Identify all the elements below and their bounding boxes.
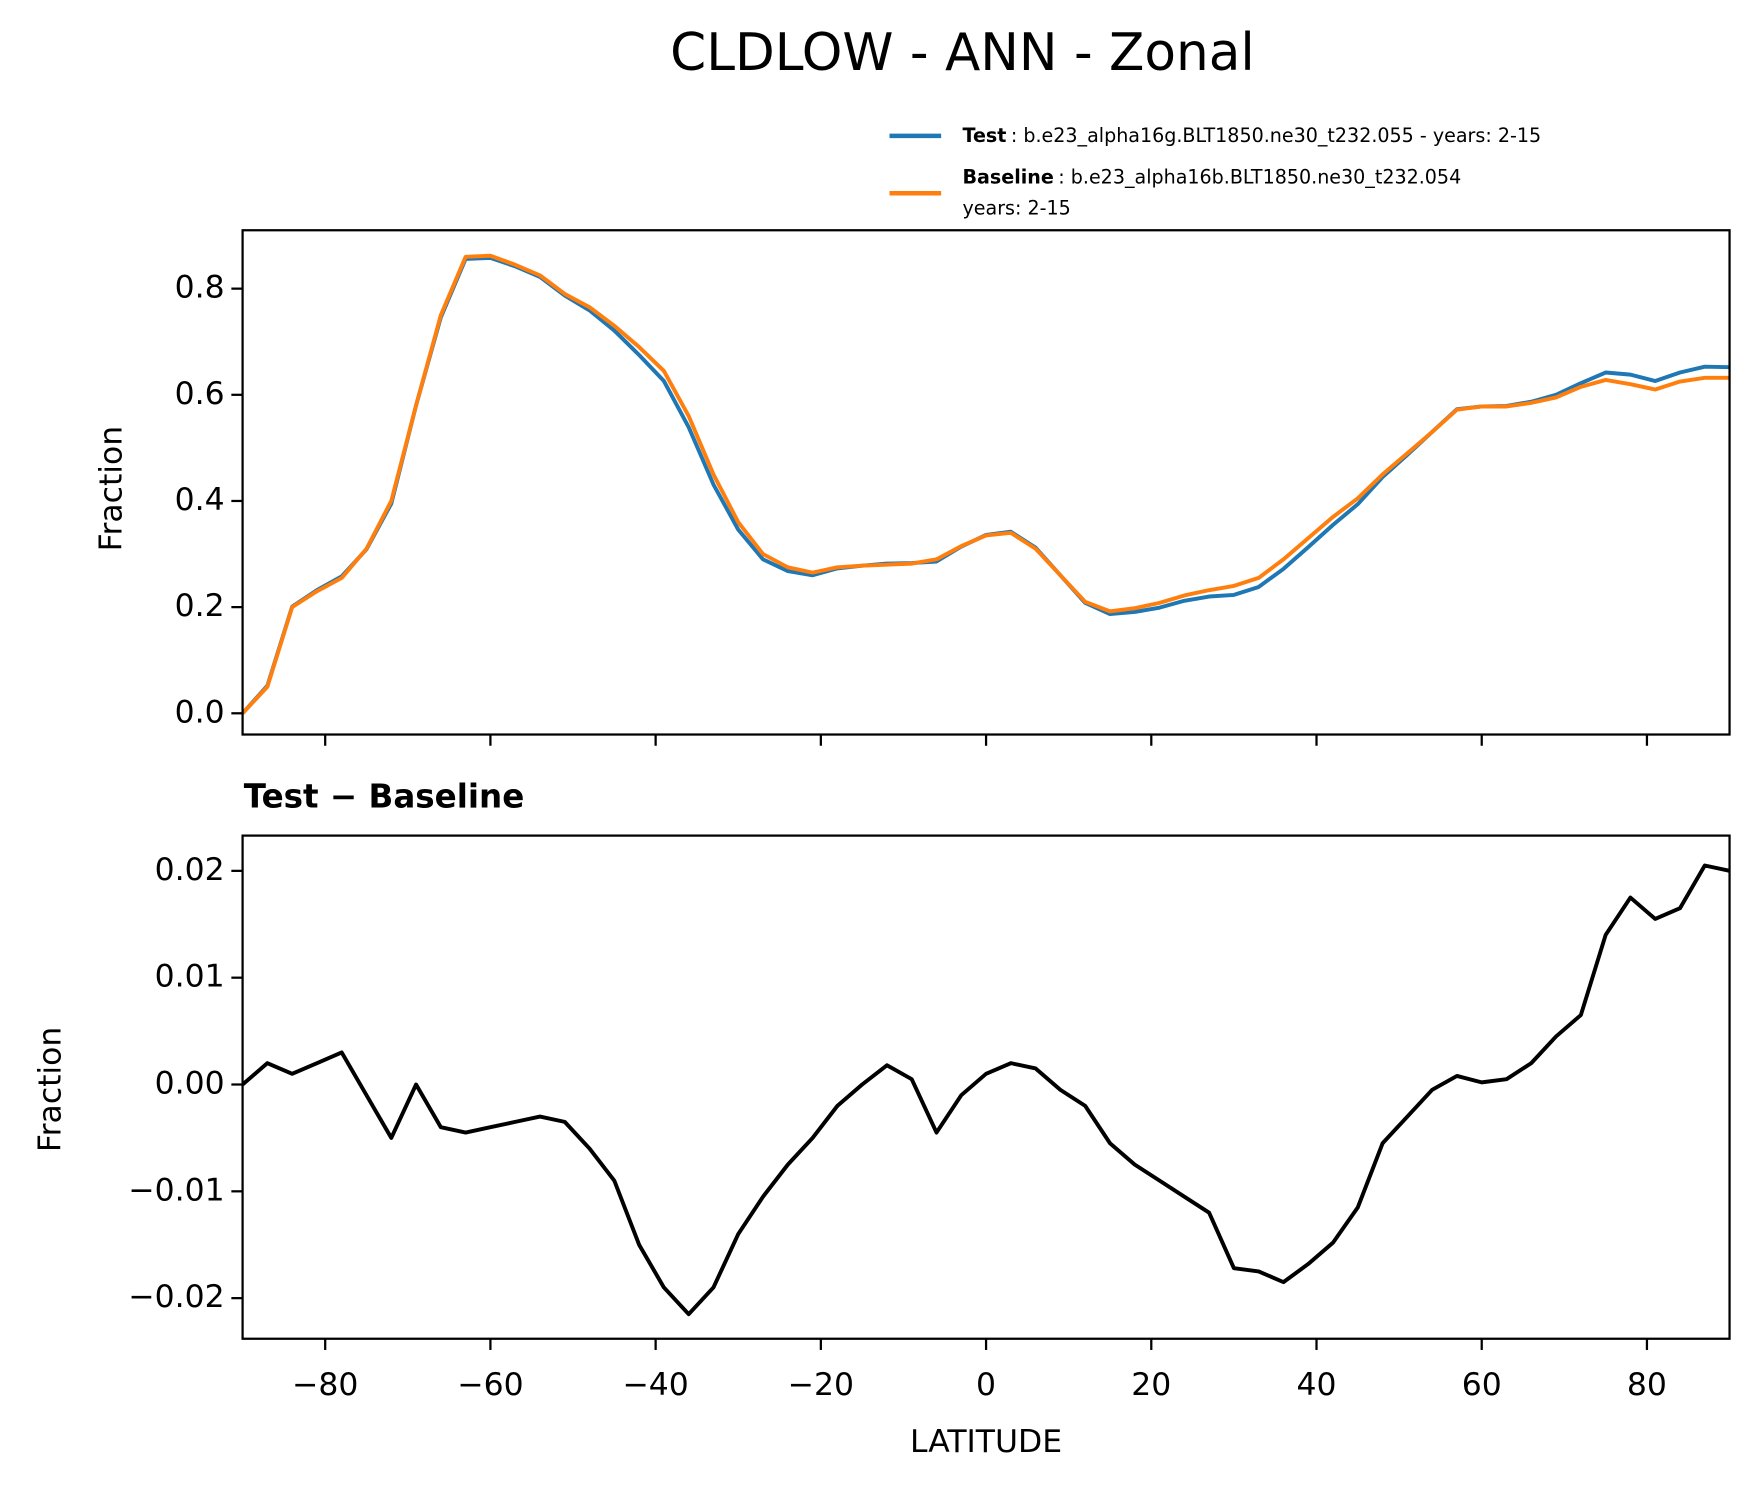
legend-entry: Test: b.e23_alpha16g.BLT1850.ne30_t232.0…: [962, 123, 1541, 146]
y-tick-label: 0.00: [155, 1066, 225, 1102]
y-tick-label: 0.02: [155, 852, 225, 888]
data-line: [242, 863, 1730, 1317]
x-tick-label: 0: [976, 1367, 996, 1403]
legend-entry: Baseline: b.e23_alpha16b.BLT1850.ne30_t2…: [962, 165, 1461, 188]
x-tick-label: 80: [1627, 1367, 1667, 1403]
legend-label: : b.e23_alpha16b.BLT1850.ne30_t232.054: [1058, 165, 1461, 188]
x-tick-label: −80: [292, 1367, 358, 1403]
legend-label: : b.e23_alpha16g.BLT1850.ne30_t232.055 -…: [1011, 123, 1541, 146]
y-axis-label: Fraction: [33, 1027, 69, 1153]
data-line: [242, 253, 1730, 715]
y-tick-label: −0.01: [128, 1172, 224, 1208]
y-tick-label: 0.6: [175, 376, 225, 412]
figure-title: CLDLOW - ANN - Zonal: [670, 23, 1255, 83]
legend-name: Baseline: [962, 165, 1053, 188]
x-tick-label: 20: [1131, 1367, 1171, 1403]
y-tick-label: 0.2: [175, 588, 225, 624]
x-tick-label: 60: [1462, 1367, 1502, 1403]
y-tick-label: 0.4: [175, 482, 225, 518]
legend-label: years: 2-15: [962, 196, 1070, 219]
x-tick-label: 40: [1296, 1367, 1336, 1403]
x-tick-label: −20: [788, 1367, 854, 1403]
x-tick-label: −60: [457, 1367, 523, 1403]
y-axis-label: Fraction: [93, 426, 129, 552]
x-tick-label: −40: [622, 1367, 688, 1403]
legend-name: Test: [962, 123, 1006, 146]
y-tick-label: 0.01: [155, 959, 225, 995]
y-tick-label: −0.02: [128, 1279, 224, 1315]
x-axis-label: LATITUDE: [910, 1424, 1062, 1460]
y-tick-label: 0.0: [175, 694, 225, 730]
subplot-title: Test − Baseline: [244, 778, 525, 816]
y-tick-label: 0.8: [175, 270, 225, 306]
